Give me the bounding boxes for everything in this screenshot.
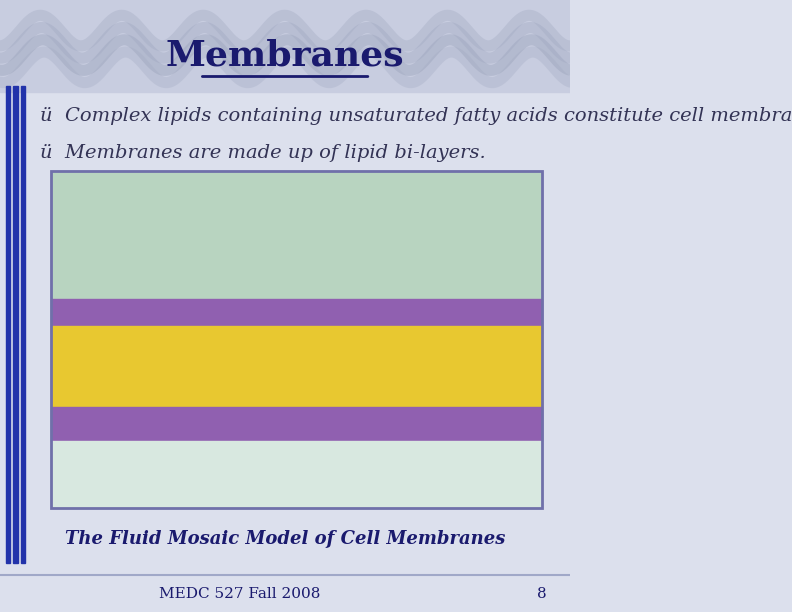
- Bar: [51, 326, 542, 367]
- Bar: [21, 86, 25, 563]
- Bar: [51, 171, 542, 508]
- Bar: [51, 171, 542, 508]
- Bar: [51, 299, 542, 333]
- Bar: [51, 407, 542, 441]
- Bar: [0, 0, 570, 92]
- Text: ü  Complex lipids containing unsaturated fatty acids constitute cell membranes.: ü Complex lipids containing unsaturated …: [40, 107, 792, 125]
- Text: The Fluid Mosaic Model of Cell Membranes: The Fluid Mosaic Model of Cell Membranes: [65, 529, 505, 548]
- Text: Membranes: Membranes: [166, 38, 405, 72]
- Text: MEDC 527 Fall 2008: MEDC 527 Fall 2008: [159, 587, 320, 600]
- Bar: [6, 86, 10, 563]
- Text: 8: 8: [537, 587, 546, 600]
- Text: ü  Membranes are made up of lipid bi-layers.: ü Membranes are made up of lipid bi-laye…: [40, 144, 485, 162]
- Bar: [51, 441, 542, 508]
- Bar: [13, 86, 17, 563]
- Bar: [51, 367, 542, 407]
